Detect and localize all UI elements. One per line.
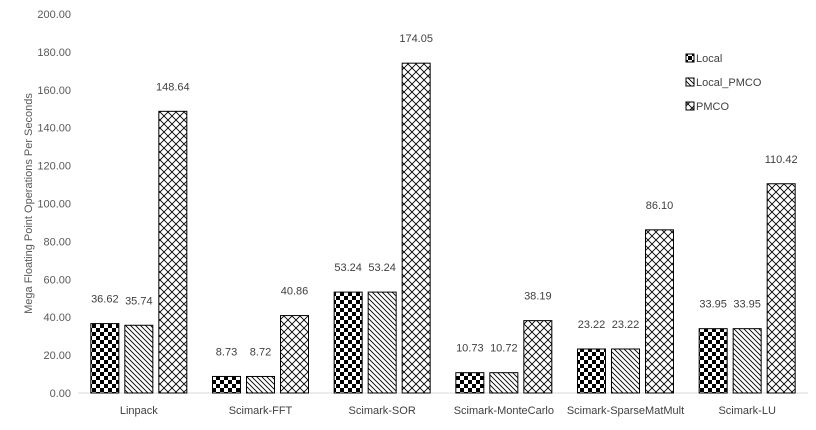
y-tick-label: 80.00 xyxy=(43,236,71,248)
data-label: 86.10 xyxy=(646,200,674,212)
data-label: 23.22 xyxy=(578,319,606,331)
data-label: 10.73 xyxy=(456,343,484,355)
bar-local-pmco xyxy=(611,348,640,394)
bar-local xyxy=(455,372,485,394)
bar-local xyxy=(90,323,120,394)
bar-local xyxy=(577,348,606,394)
x-category-label: Scimark-SparseMatMult xyxy=(567,405,684,417)
bar-local-pmco xyxy=(246,375,275,394)
y-tick-label: 140.00 xyxy=(37,123,71,135)
y-tick-label: 60.00 xyxy=(43,274,71,286)
x-category-label: Scimark-MonteCarlo xyxy=(454,405,554,417)
bar-pmco xyxy=(280,315,309,394)
legend-label: Local_PMCO xyxy=(696,77,762,89)
bar-local xyxy=(212,375,241,394)
data-labels-group: 36.62 35.74 148.64 8.73 8.72 40.86 53.24 53.24 1… xyxy=(91,33,798,358)
x-category-label: Linpack xyxy=(120,405,158,417)
y-tick-label: 180.00 xyxy=(37,47,71,59)
data-label: 53.24 xyxy=(368,262,396,274)
bar-local xyxy=(333,291,363,394)
y-tick-label: 200.00 xyxy=(37,9,71,21)
x-axis-category-labels: Linpack Scimark-FFT Scimark-SOR Scimark-Mon… xyxy=(120,405,776,417)
bar-local xyxy=(698,328,728,394)
data-label: 10.72 xyxy=(490,343,518,355)
bar-local-pmco xyxy=(124,324,154,394)
bar-pmco xyxy=(766,183,796,394)
legend-swatch xyxy=(685,101,695,111)
y-axis-title: Mega Floating Point Operations Per Secon… xyxy=(23,93,35,314)
bar-pmco xyxy=(523,320,553,394)
bar-pmco xyxy=(158,110,188,394)
bar-local-pmco xyxy=(489,372,519,394)
data-label: 174.05 xyxy=(399,33,433,45)
y-tick-label: 120.00 xyxy=(37,161,71,173)
data-label: 148.64 xyxy=(156,81,190,93)
legend-label: PMCO xyxy=(696,101,729,113)
bars-group xyxy=(90,62,796,394)
legend-label: Local xyxy=(696,53,722,65)
data-label: 33.95 xyxy=(699,299,727,311)
legend-swatch xyxy=(685,53,695,63)
bar-local-pmco xyxy=(732,328,762,394)
data-label: 53.24 xyxy=(334,262,362,274)
legend-swatch xyxy=(685,77,695,87)
x-category-label: Scimark-LU xyxy=(718,405,776,417)
y-tick-label: 100.00 xyxy=(37,199,71,211)
y-axis-ticks: 0.00 20.00 40.00 60.00 80.00 100.00 120.00 140.… xyxy=(37,9,71,400)
bar-pmco xyxy=(645,229,674,394)
y-tick-label: 20.00 xyxy=(43,350,71,362)
data-label: 40.86 xyxy=(281,286,309,298)
data-label: 36.62 xyxy=(91,294,119,306)
data-label: 110.42 xyxy=(765,154,798,166)
y-tick-label: 160.00 xyxy=(37,85,71,97)
data-label: 8.73 xyxy=(216,346,237,358)
x-category-label: Scimark-FFT xyxy=(229,405,293,417)
y-tick-label: 40.00 xyxy=(43,312,71,324)
x-category-label: Scimark-SOR xyxy=(349,405,416,417)
bar-local-pmco xyxy=(367,291,397,394)
data-label: 8.72 xyxy=(250,346,271,358)
legend: Local Local_PMCO PMCO xyxy=(685,53,762,113)
data-label: 33.95 xyxy=(733,299,761,311)
data-label: 23.22 xyxy=(612,319,640,331)
data-label: 35.74 xyxy=(125,295,153,307)
bar-pmco xyxy=(401,62,431,394)
data-label: 38.19 xyxy=(524,291,552,303)
y-tick-label: 0.00 xyxy=(50,388,71,400)
